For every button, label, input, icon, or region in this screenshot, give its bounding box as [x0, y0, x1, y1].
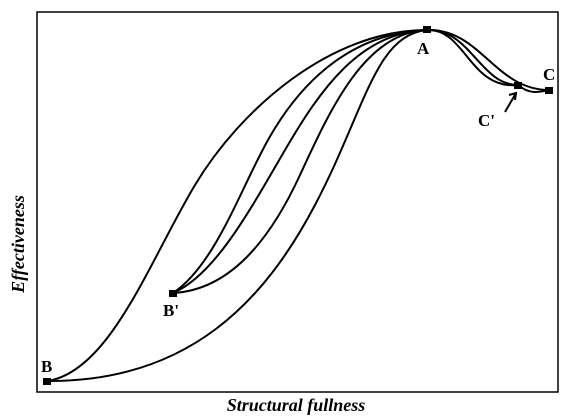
frame [36, 11, 559, 393]
curve [172, 29, 428, 294]
curve [426, 28, 550, 91]
marker [514, 82, 522, 89]
point-label: C [543, 65, 555, 84]
curve [46, 29, 428, 382]
marker [545, 87, 553, 94]
point-markers [43, 26, 553, 385]
marker [169, 290, 177, 297]
x-axis-label: Structural fullness [227, 395, 366, 415]
marker [423, 26, 431, 33]
curve [426, 28, 519, 86]
point-label: A [417, 39, 430, 58]
y-axis-label: Effectiveness [8, 195, 28, 294]
arrow [504, 91, 518, 113]
curves [46, 28, 550, 383]
curve [426, 28, 519, 87]
point-label: C' [478, 111, 495, 130]
point-label: B [41, 357, 52, 376]
curve [172, 29, 428, 294]
curve [46, 29, 428, 383]
curve [172, 29, 428, 294]
marker [43, 378, 51, 385]
point-label: B' [163, 301, 179, 320]
